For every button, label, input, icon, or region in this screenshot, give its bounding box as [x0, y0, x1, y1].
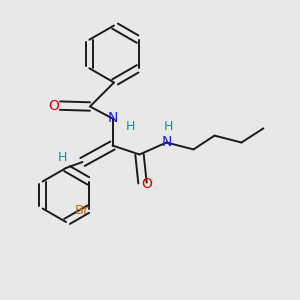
- Text: H: H: [57, 151, 67, 164]
- Text: O: O: [141, 178, 152, 191]
- Text: N: N: [107, 111, 118, 124]
- Text: O: O: [48, 99, 59, 112]
- Text: H: H: [163, 120, 173, 134]
- Text: N: N: [161, 135, 172, 148]
- Text: H: H: [126, 120, 135, 133]
- Text: Br: Br: [74, 204, 89, 218]
